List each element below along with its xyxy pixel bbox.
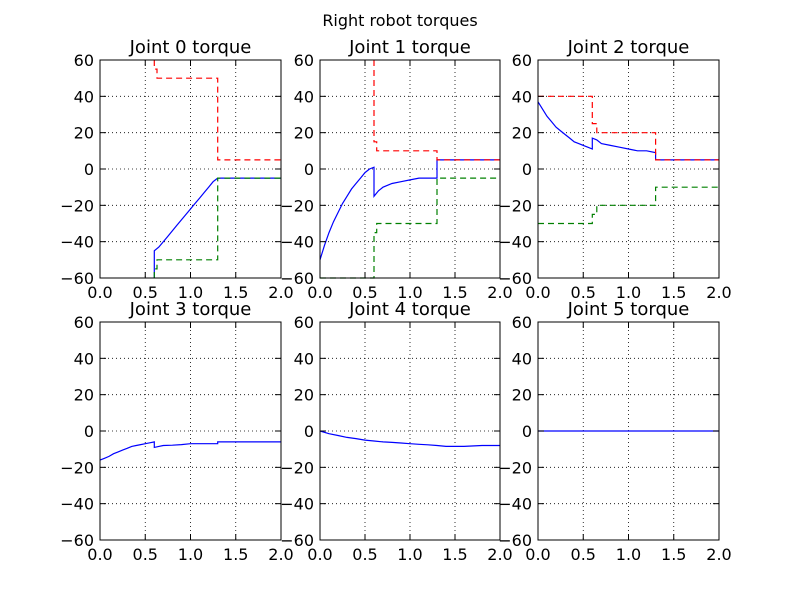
x-tick-label: 2.0 xyxy=(487,283,512,302)
y-tick-label: 0 xyxy=(304,160,314,179)
y-tick-label: 40 xyxy=(74,87,94,106)
y-tick-label: −20 xyxy=(60,458,94,477)
x-tick-label: 1.0 xyxy=(397,283,422,302)
y-tick-label: −20 xyxy=(498,458,532,477)
x-tick-label: 2.0 xyxy=(268,545,293,564)
y-tick-label: 0 xyxy=(522,160,532,179)
y-tick-label: −40 xyxy=(498,233,532,252)
y-tick-label: 40 xyxy=(512,87,532,106)
subplot-joint-1: Joint 1 torque 0.0 0.5 1.0 1.5 2.0 60 40 20 0 −20 −… xyxy=(280,37,512,302)
figure-title: Right robot torques xyxy=(322,11,477,30)
series-line-1 xyxy=(153,60,281,161)
x-tick-label: 0.5 xyxy=(133,283,158,302)
x-tick-label: 2.0 xyxy=(487,545,512,564)
series-line-1 xyxy=(373,60,500,161)
y-tick-label: −40 xyxy=(498,495,532,514)
y-tick-label: 20 xyxy=(512,386,532,405)
y-tick-label: 20 xyxy=(512,124,532,143)
x-tick-label: 0.0 xyxy=(87,545,112,564)
x-tick-label: 0.5 xyxy=(352,283,377,302)
x-tick-label: 2.0 xyxy=(706,283,731,302)
subplot-title: Joint 1 torque xyxy=(348,37,471,58)
x-tick-label: 0.5 xyxy=(133,545,158,564)
y-tick-label: 60 xyxy=(512,51,532,70)
y-tick-label: −60 xyxy=(498,269,532,288)
x-tick-label: 0.5 xyxy=(571,545,596,564)
x-tick-label: 0.5 xyxy=(352,545,377,564)
series-line-2 xyxy=(153,177,281,278)
y-tick-label: 20 xyxy=(74,386,94,405)
y-tick-label: 0 xyxy=(304,422,314,441)
x-tick-label: 1.5 xyxy=(661,545,686,564)
x-tick-label: 1.0 xyxy=(178,545,203,564)
x-tick-label: 1.0 xyxy=(616,283,641,302)
y-tick-label: −40 xyxy=(280,495,314,514)
y-tick-label: 0 xyxy=(522,422,532,441)
x-tick-label: 0.5 xyxy=(571,283,596,302)
y-tick-label: −20 xyxy=(280,458,314,477)
subplot-joint-0: Joint 0 torque 0.0 0.5 1.0 1.5 2.0 60 40 20 0 −20 −… xyxy=(60,37,293,302)
x-tick-label: 1.5 xyxy=(223,283,248,302)
x-tick-label: 1.5 xyxy=(442,545,467,564)
x-tick-label: 0.0 xyxy=(307,283,332,302)
y-tick-label: −20 xyxy=(280,196,314,215)
y-tick-label: 40 xyxy=(294,87,314,106)
y-tick-label: −20 xyxy=(60,196,94,215)
subplot-joint-2: Joint 2 torque 0.0 0.5 1.0 1.5 2.0 60 40 20 0 −20 −… xyxy=(498,37,731,302)
y-tick-label: 0 xyxy=(84,422,94,441)
y-tick-label: 40 xyxy=(74,349,94,368)
y-tick-label: 40 xyxy=(512,349,532,368)
x-tick-label: 1.5 xyxy=(442,283,467,302)
y-tick-label: 60 xyxy=(74,51,94,70)
series-line-0 xyxy=(537,101,719,161)
subplot-title: Joint 5 torque xyxy=(567,299,690,320)
series-line-0 xyxy=(99,441,281,461)
y-tick-label: 0 xyxy=(84,160,94,179)
series-line-0 xyxy=(319,430,500,447)
y-tick-label: −40 xyxy=(60,495,94,514)
y-tick-label: 60 xyxy=(294,313,314,332)
y-tick-label: 60 xyxy=(74,313,94,332)
y-tick-label: 20 xyxy=(74,124,94,143)
y-tick-label: −60 xyxy=(60,269,94,288)
y-tick-label: 20 xyxy=(294,124,314,143)
x-tick-label: 0.0 xyxy=(87,283,112,302)
y-tick-label: 60 xyxy=(512,313,532,332)
y-tick-label: −40 xyxy=(60,233,94,252)
subplot-title: Joint 2 torque xyxy=(567,37,690,58)
y-tick-label: −40 xyxy=(280,233,314,252)
y-tick-label: −60 xyxy=(498,531,532,550)
series-line-1 xyxy=(538,95,719,161)
y-tick-label: 40 xyxy=(294,349,314,368)
x-tick-label: 1.0 xyxy=(397,545,422,564)
x-tick-label: 0.0 xyxy=(525,283,550,302)
subplot-title: Joint 4 torque xyxy=(348,299,471,320)
x-tick-label: 1.0 xyxy=(616,545,641,564)
x-tick-label: 0.0 xyxy=(525,545,550,564)
y-tick-label: −20 xyxy=(498,196,532,215)
subplot-title: Joint 0 torque xyxy=(129,37,252,58)
y-tick-label: −60 xyxy=(280,269,314,288)
x-tick-label: 2.0 xyxy=(706,545,731,564)
subplot-joint-5: Joint 5 torque 0.0 0.5 1.0 1.5 2.0 60 40 20 0 −20 −… xyxy=(498,299,731,564)
y-tick-label: −60 xyxy=(280,531,314,550)
series-line-0 xyxy=(319,159,500,260)
subplot-joint-3: Joint 3 torque 0.0 0.5 1.0 1.5 2.0 60 40 20 0 −20 −… xyxy=(60,299,293,564)
subplot-joint-4: Joint 4 torque 0.0 0.5 1.0 1.5 2.0 60 40 20 0 −20 −… xyxy=(280,299,512,564)
y-tick-label: −60 xyxy=(60,531,94,550)
subplot-title: Joint 3 torque xyxy=(129,299,252,320)
x-tick-label: 2.0 xyxy=(268,283,293,302)
x-tick-label: 1.5 xyxy=(661,283,686,302)
x-tick-label: 0.0 xyxy=(307,545,332,564)
y-tick-label: 20 xyxy=(294,386,314,405)
x-tick-label: 1.5 xyxy=(223,545,248,564)
y-tick-label: 60 xyxy=(294,51,314,70)
x-tick-label: 1.0 xyxy=(178,283,203,302)
